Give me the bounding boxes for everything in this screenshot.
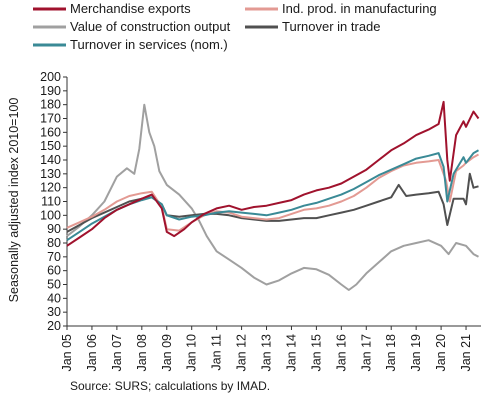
x-axis: Jan 05 Jan 06 Jan 07 Jan 08 Jan 09 Jan 10 Jan … <box>60 325 481 372</box>
x-tick-label: Jan 05 <box>60 334 74 372</box>
y-axis-title: Seasonally adjusted index 2010=100 <box>7 98 21 303</box>
x-tick-label: Jan 06 <box>85 334 99 372</box>
y-tick-label: 110 <box>41 195 61 209</box>
x-tick-label: Jan 19 <box>409 334 423 372</box>
x-tick-label: Jan 18 <box>384 334 398 372</box>
y-tick-label: 130 <box>40 167 61 181</box>
series-line-turnover-in-trade <box>66 172 479 233</box>
legend-label-turnover-in-trade: Turnover in trade <box>282 19 381 34</box>
x-tick-label: Jan 15 <box>309 334 323 372</box>
x-tick-label: Jan 12 <box>235 334 249 372</box>
y-tick-label: 160 <box>40 125 61 139</box>
y-tick-label: 80 <box>47 236 61 250</box>
source-note: Source: SURS; calculations by IMAD. <box>70 379 271 393</box>
y-tick-label: 150 <box>40 139 61 153</box>
x-tick-label: Jan 10 <box>185 334 199 372</box>
y-tick-label: 190 <box>40 84 61 98</box>
legend: Merchandise exports Ind. prod. in manufac… <box>33 1 437 52</box>
x-tick-label: Jan 14 <box>284 334 298 372</box>
y-tick-label: 170 <box>40 112 61 126</box>
y-tick-label: 90 <box>47 222 61 236</box>
y-tick-label: 40 <box>47 291 61 305</box>
series-line-merchandise-exports <box>66 100 480 247</box>
y-axis: 2030405060708090100110120130140150160170… <box>40 70 68 333</box>
y-tick-label: 140 <box>40 153 61 167</box>
legend-label-ind-prod-in-manufacturing: Ind. prod. in manufacturing <box>282 1 437 16</box>
legend-label-merchandise-exports: Merchandise exports <box>70 1 191 16</box>
x-tick-label: Jan 20 <box>434 334 448 372</box>
y-tick-label: 60 <box>47 264 61 278</box>
x-tick-label: Jan 08 <box>135 334 149 372</box>
x-tick-label: Jan 13 <box>260 334 274 372</box>
y-tick-label: 180 <box>40 98 61 112</box>
y-tick-label: 30 <box>47 305 61 319</box>
y-tick-label: 50 <box>47 278 61 292</box>
x-tick-label: Jan 09 <box>160 334 174 372</box>
legend-label-turnover-in-services-nom: Turnover in services (nom.) <box>70 37 228 52</box>
series-line-value-of-construction-output <box>66 103 479 291</box>
x-tick-label: Jan 11 <box>210 334 224 371</box>
y-tick-label: 120 <box>40 181 61 195</box>
series-line-ind-prod-in-manufacturing <box>66 153 479 232</box>
x-tick-label: Jan 07 <box>110 334 124 372</box>
y-tick-label: 70 <box>47 250 61 264</box>
x-tick-label: Jan 16 <box>334 334 348 372</box>
y-tick-label: 100 <box>40 208 61 222</box>
y-tick-label: 20 <box>47 319 61 333</box>
y-tick-label: 200 <box>40 70 61 84</box>
series-line-turnover-in-services-nom <box>66 149 479 242</box>
legend-label-value-of-construction-output: Value of construction output <box>70 19 231 34</box>
plot-area <box>66 100 480 291</box>
x-tick-label: Jan 17 <box>359 334 373 372</box>
x-tick-label: Jan 21 <box>459 334 473 372</box>
